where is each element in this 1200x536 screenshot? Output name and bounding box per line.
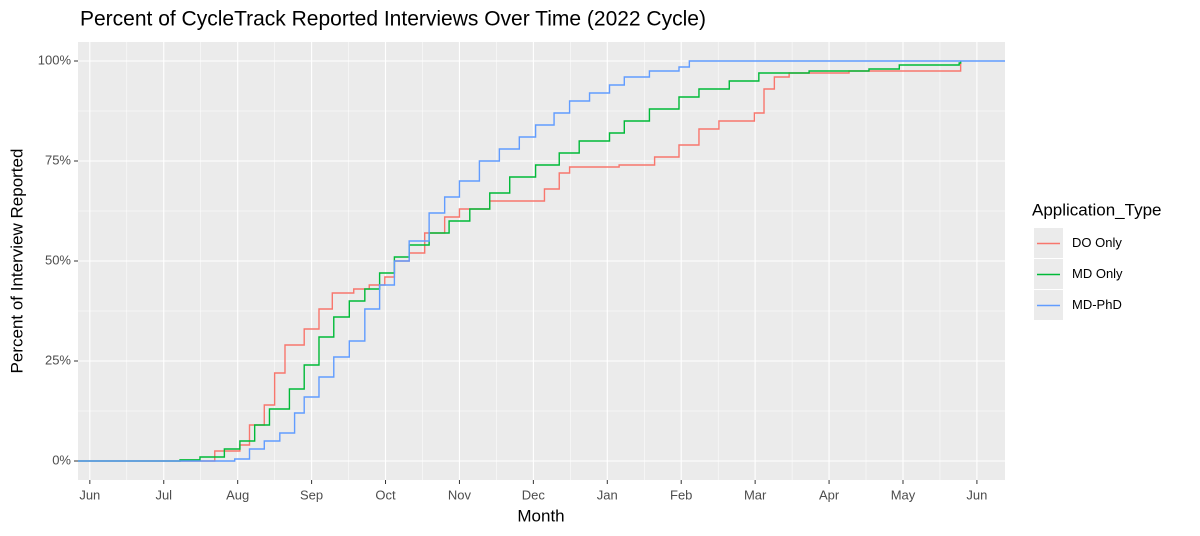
series-line [78,60,1005,462]
x-tick-label: Apr [819,487,840,502]
y-tick-label: 0% [52,452,71,467]
x-tick-label: Jun [79,487,100,502]
legend-label: MD-PhD [1072,297,1122,312]
chart-title: Percent of CycleTrack Reported Interview… [80,8,706,31]
x-tick-label: Aug [226,487,249,502]
legend-label: DO Only [1072,235,1122,250]
x-tick-label: Jan [597,487,618,502]
x-tick-label: Jul [155,487,172,502]
x-tick-label: May [891,487,916,502]
y-tick-label: 75% [45,152,71,167]
y-tick-label: 50% [45,252,71,267]
y-axis-title: Percent of Interview Reported [7,149,26,374]
y-tick-label: 25% [45,352,71,367]
x-tick-label: Oct [375,487,396,502]
x-tick-label: Mar [744,487,767,502]
x-tick-label: Sep [300,487,323,502]
legend-title: Application_Type [1032,200,1161,219]
y-tick-label: 100% [38,52,72,67]
x-tick-label: Dec [522,487,546,502]
x-tick-label: Nov [448,487,472,502]
series-line [78,61,962,462]
series-line [78,61,962,462]
x-tick-label: Jun [966,487,987,502]
x-tick-label: Feb [670,487,692,502]
x-axis-title: Month [517,506,564,525]
legend-label: MD Only [1072,266,1123,281]
